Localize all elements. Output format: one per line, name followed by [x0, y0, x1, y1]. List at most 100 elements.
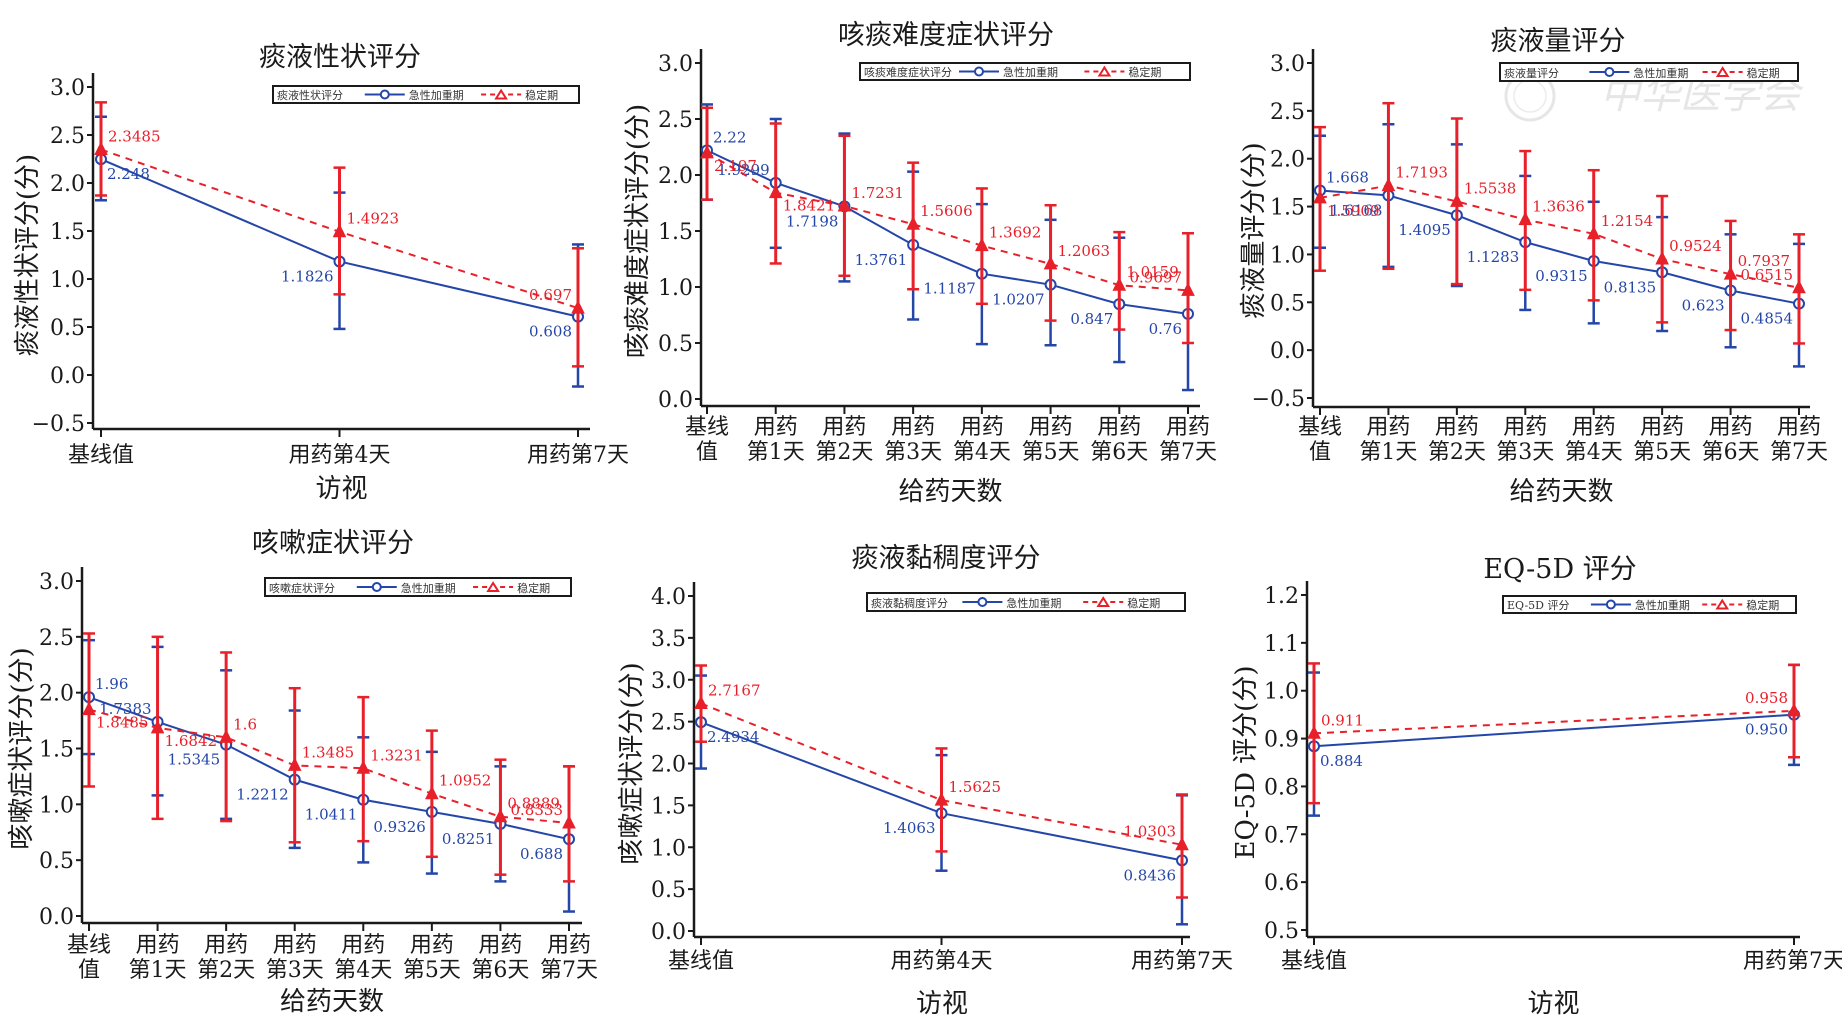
series-stable: 2.3485 1.4923 0.697 [94, 101, 585, 368]
data-label: 1.5625 [949, 778, 1002, 796]
y-tick-label: 2.0 [50, 172, 85, 197]
legend-triangle-marker-icon [1715, 598, 1730, 610]
x-tick-label: 基线值 [668, 949, 734, 974]
data-label: 1.3231 [370, 746, 423, 764]
x-tick-label: 用药第7天 [527, 443, 629, 468]
legend-title: 咳痰难度症状评分 [864, 65, 952, 79]
legend-stable-label: 稳定期 [1128, 65, 1161, 79]
data-point-triangle [975, 237, 989, 252]
y-tick-label: 1.5 [1270, 196, 1305, 221]
x-tick-label: 第7天 [1770, 440, 1828, 465]
x-tick-label: 第6天 [1702, 440, 1760, 465]
y-tick-label: 0.6 [1264, 871, 1299, 896]
data-label: 1.1283 [1467, 248, 1520, 266]
y-tick-label: 1.0 [39, 793, 74, 818]
legend-circle-marker-icon [1605, 599, 1616, 610]
x-tick-label: 基线 [1298, 415, 1342, 440]
x-tick-label: 用药 [1166, 415, 1210, 440]
x-tick-label: 第2天 [1428, 440, 1486, 465]
y-tick-label: 0.5 [39, 849, 74, 874]
y-tick-label: 0.0 [39, 905, 74, 930]
legend: 痰液黏稠度评分 急性加重期 稳定期 [866, 592, 1186, 612]
data-label: 0.9524 [1669, 237, 1722, 255]
x-tick-label: 用药 [960, 415, 1004, 440]
legend: 咳嗽症状评分 急性加重期 稳定期 [264, 577, 572, 597]
y-tick-label: 2.5 [39, 626, 74, 651]
data-label: 1.5538 [1464, 179, 1517, 197]
data-label: 1.7193 [1395, 164, 1448, 182]
y-tick-label: 0.5 [651, 878, 686, 903]
x-tick-label: 用药 [1572, 415, 1616, 440]
x-tick-label: 用药 [136, 933, 180, 958]
data-label: 1.8485 [96, 714, 149, 732]
x-tick-label: 用药 [1097, 415, 1141, 440]
y-tick-label: 3.0 [1270, 52, 1305, 77]
x-tick-label: 第7天 [1159, 440, 1217, 465]
x-tick-label: 用药 [273, 933, 317, 958]
y-tick-label: 1.0 [1264, 680, 1299, 705]
data-label: 0.688 [520, 845, 563, 863]
y-tick-label: 2.0 [1270, 148, 1305, 173]
data-point-triangle [493, 808, 508, 823]
data-label: 0.7937 [1738, 252, 1791, 270]
legend-circle-marker-icon [1604, 67, 1615, 77]
series-line [88, 696, 570, 841]
data-label: 1.0207 [992, 291, 1045, 309]
y-tick-label: 1.1 [1264, 632, 1299, 657]
data-point-triangle [768, 184, 783, 199]
y-tick-label: 3.0 [39, 570, 74, 595]
legend-acute-label: 急性加重期 [1006, 596, 1061, 610]
data-point-triangle [1307, 725, 1321, 739]
data-label: 2.3485 [108, 128, 161, 146]
legend-circle-marker-icon [379, 89, 390, 100]
data-label: 0.697 [529, 286, 572, 304]
legend-title: 痰液性状评分 [277, 88, 343, 102]
chart-sputum-character: 痰液性状评分 −0.5 0.0 0.5 1.0 1.5 2.0 2.5 3.0 基线值 用药第4天 用… [13, 42, 629, 504]
x-axis-label: 访视 [1527, 989, 1579, 1019]
y-tick-label: 3.5 [651, 627, 686, 652]
chart-title: 咳嗽症状评分 [252, 528, 414, 559]
x-axis-label: 访视 [916, 989, 968, 1019]
series-line [700, 702, 1183, 846]
data-label: 1.668 [1326, 168, 1369, 186]
data-point-triangle [1043, 255, 1058, 270]
y-tick-label: 0.8 [1264, 775, 1299, 800]
series-line [706, 152, 1189, 292]
data-label: 1.0303 [1124, 823, 1177, 841]
y-axis-label: 痰液性状评分(分) [13, 154, 43, 356]
legend-triangle-marker-icon [494, 88, 508, 100]
x-tick-label: 用药 [822, 415, 866, 440]
data-point-triangle [94, 141, 108, 156]
y-tick-label: 0.7 [1264, 823, 1299, 848]
data-label: 1.3692 [989, 224, 1042, 242]
series-stable: 2.7167 1.5625 1.0303 [694, 664, 1189, 899]
legend-triangle-marker-icon [1096, 596, 1111, 607]
y-tick-label: 0.9 [1264, 728, 1299, 753]
data-label: 0.76 [1149, 320, 1182, 338]
x-tick-label: 第1天 [1359, 440, 1417, 465]
data-label: 0.958 [1745, 689, 1788, 707]
data-label: 0.6515 [1741, 266, 1794, 284]
legend-triangle-marker-icon [1715, 66, 1730, 77]
x-tick-label: 基线值 [1281, 949, 1347, 974]
y-tick-label: 2.0 [39, 682, 74, 707]
y-tick-label: 1.0 [651, 836, 686, 861]
y-tick-label: 0.5 [658, 332, 693, 357]
data-point-triangle [1181, 282, 1195, 296]
y-tick-label: 0.0 [658, 388, 693, 413]
series-acute: 0.884 0.950 [1308, 663, 1800, 817]
x-tick-label: 用药第7天 [1131, 949, 1233, 974]
x-tick-label: 用药 [1777, 415, 1821, 440]
y-tick-label: 2.5 [651, 711, 686, 736]
series-line [1319, 189, 1800, 305]
data-label: 0.608 [529, 323, 572, 341]
legend-triangle-marker-icon [1097, 65, 1112, 77]
data-label: 1.6842 [165, 732, 218, 750]
chart-title: EQ-5D 评分 [1483, 554, 1636, 585]
data-label: 1.5345 [168, 751, 221, 769]
x-tick-label: 第3天 [266, 958, 324, 983]
data-label: 1.5909 [1327, 202, 1380, 220]
legend-stable-label: 稳定期 [1747, 66, 1780, 80]
series-line [1313, 713, 1795, 748]
data-point-triangle [1450, 193, 1464, 207]
